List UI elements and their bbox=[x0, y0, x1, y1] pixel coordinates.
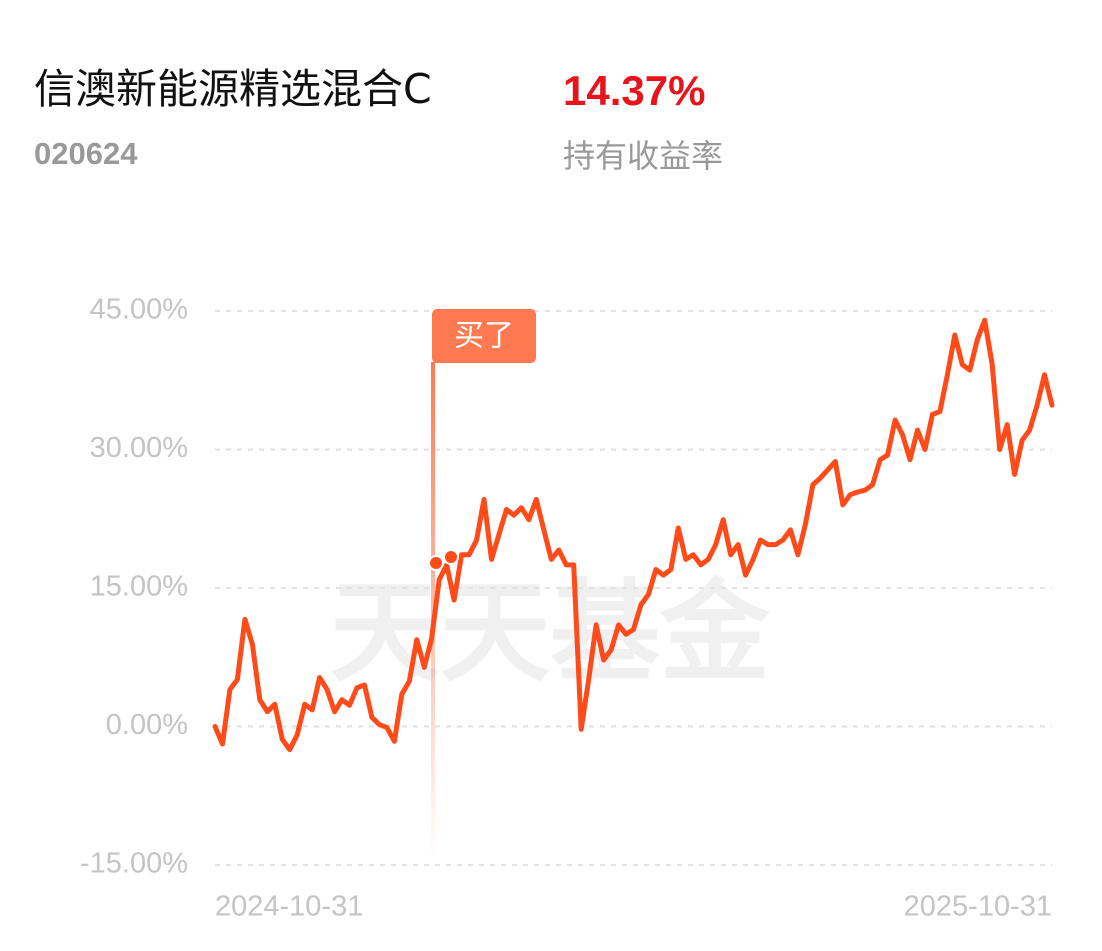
y-tick-label: 15.00% bbox=[90, 571, 188, 603]
x-tick-label: 2025-10-31 bbox=[904, 891, 1052, 923]
y-tick-label: -15.00% bbox=[80, 848, 188, 880]
x-tick-label: 2024-10-31 bbox=[215, 891, 363, 923]
series bbox=[212, 317, 1055, 753]
return-value: 14.37% bbox=[563, 67, 705, 114]
plot: -15.00% 0.00% 15.00% 30.00% 45.00% 2024-10-31… bbox=[80, 294, 1052, 923]
y-tick-label: 30.00% bbox=[90, 432, 188, 464]
buy-tag bbox=[432, 309, 536, 363]
watermark: 天天基金 bbox=[330, 568, 771, 696]
fund-title: 信澳新能源精选混合C bbox=[34, 65, 432, 113]
fund-code: 020624 bbox=[34, 136, 138, 171]
y-tick-label: 45.00% bbox=[90, 294, 188, 326]
buy-dot bbox=[428, 555, 444, 571]
buy-label: 买了 bbox=[454, 319, 514, 354]
y-tick-label: 0.00% bbox=[106, 709, 188, 741]
buy-dot bbox=[443, 549, 459, 565]
line bbox=[212, 317, 1055, 753]
return-label: 持有收益率 bbox=[563, 137, 723, 175]
